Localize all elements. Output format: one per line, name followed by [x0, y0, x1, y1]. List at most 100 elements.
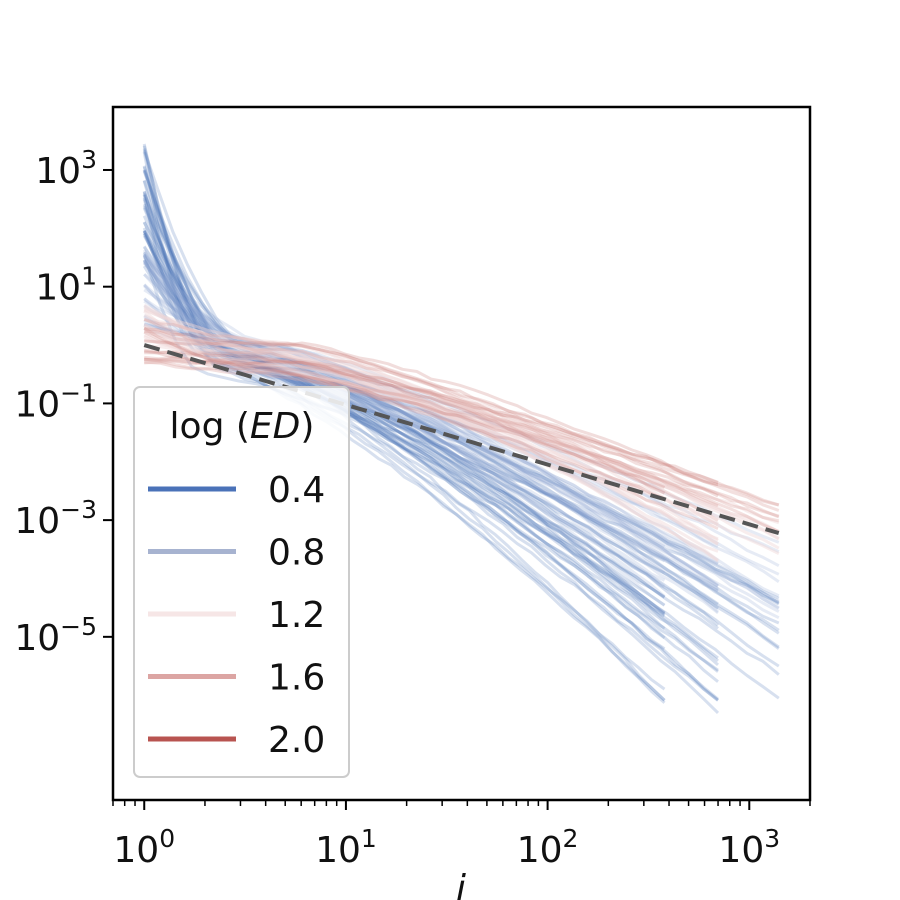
series-line-ed-1.2 [144, 344, 719, 563]
series-line-ed-0.4 [142, 232, 719, 701]
series-line-ed-0.4 [142, 215, 719, 610]
series-line-ed-0.8 [143, 255, 719, 588]
series-line-ed-1.2 [143, 325, 719, 541]
series-line-ed-0.8 [143, 322, 780, 568]
legend-label-0.4: 0.4 [268, 470, 325, 511]
series-line-ed-0.4 [142, 166, 780, 635]
series-line-ed-0.4 [142, 265, 780, 650]
series-line-ed-1.2 [143, 330, 780, 541]
series-line-ed-0.8 [143, 283, 780, 620]
series-line-ed-0.4 [142, 221, 720, 714]
series-line-ed-0.8 [143, 319, 780, 613]
legend-box [133, 386, 350, 778]
series-line-ed-0.4 [142, 170, 780, 700]
y-tick-label: 103 [35, 145, 97, 192]
series-line-ed-0.4 [142, 151, 666, 630]
series-line-ed-0.4 [142, 245, 719, 702]
series-line-ed-0.4 [142, 169, 780, 632]
series-line-ed-0.4 [142, 230, 780, 676]
series-line-ed-1.2 [143, 323, 780, 550]
series-line-ed-0.4 [142, 145, 666, 618]
series-line-ed-0.8 [143, 323, 780, 598]
series-line-ed-1.6 [144, 357, 780, 533]
series-line-ed-0.8 [143, 297, 666, 549]
series-line-ed-2.0 [144, 350, 719, 484]
series-line-ed-0.8 [143, 304, 719, 565]
series-line-ed-0.4 [142, 251, 666, 599]
series-line-ed-0.8 [143, 284, 666, 563]
series-line-ed-0.4 [142, 203, 719, 683]
series-line-ed-1.2 [143, 310, 719, 526]
series-line-ed-1.2 [143, 308, 719, 527]
series-line-ed-1.6 [144, 359, 780, 523]
y-tick-label: 10−3 [14, 495, 97, 542]
y-tick-label: 10−1 [14, 378, 97, 425]
series-line-ed-0.4 [142, 197, 666, 704]
series-line-ed-0.8 [143, 288, 719, 548]
series-line-ed-0.8 [143, 315, 719, 593]
series-line-ed-0.4 [142, 192, 719, 606]
series-line-ed-0.8 [143, 299, 780, 583]
series-line-ed-0.4 [142, 221, 666, 615]
series-line-ed-1.6 [143, 348, 780, 518]
series-line-ed-0.4 [142, 227, 719, 702]
reference-line-layer [143, 343, 780, 535]
legend-label-2.0: 2.0 [268, 720, 325, 761]
series-line-ed-0.4 [142, 235, 719, 673]
series-line-ed-1.2 [144, 339, 719, 562]
series-line-ed-0.8 [142, 249, 666, 588]
series-line-ed-0.4 [142, 165, 719, 660]
series-line-ed-1.2 [143, 337, 719, 545]
series-line-ed-0.4 [142, 254, 780, 625]
legend-label-1.2: 1.2 [268, 595, 325, 636]
series-line-ed-0.8 [143, 253, 719, 587]
series-line-ed-1.6 [144, 355, 719, 508]
series-line-ed-0.8 [142, 246, 666, 615]
series-line-ed-0.8 [143, 297, 719, 591]
series-line-ed-0.8 [143, 273, 666, 575]
series-line-ed-1.6 [144, 360, 780, 519]
series-lines [142, 143, 780, 714]
series-line-ed-0.8 [142, 254, 780, 554]
series-line-ed-0.8 [142, 251, 666, 598]
x-tick-label: 102 [517, 824, 579, 871]
series-line-ed-0.4 [142, 259, 666, 615]
series-line-ed-2.0 [144, 339, 719, 487]
series-line-ed-0.4 [142, 190, 719, 663]
series-line-ed-0.8 [143, 324, 666, 582]
series-line-ed-1.2 [143, 333, 780, 534]
series-line-ed-1.2 [143, 303, 719, 546]
series-line-ed-0.4 [142, 149, 719, 667]
series-line-ed-2.0 [143, 349, 666, 501]
series-line-ed-1.2 [143, 314, 719, 542]
legend-title: log (ED) [170, 406, 315, 447]
series-line-ed-0.8 [143, 256, 780, 610]
series-line-ed-0.8 [143, 273, 719, 615]
legend-label-1.6: 1.6 [268, 658, 325, 699]
series-line-ed-0.4 [142, 230, 666, 640]
series-line-ed-0.4 [142, 253, 780, 604]
series-line-ed-0.8 [143, 283, 780, 544]
series-line-ed-0.4 [142, 259, 666, 702]
series-line-ed-0.8 [143, 253, 719, 588]
legend-label-0.8: 0.8 [268, 533, 325, 574]
x-axis: 100 101 102 103 [112, 800, 811, 871]
series-line-ed-0.4 [142, 230, 780, 649]
series-line-ed-0.8 [143, 314, 780, 576]
dashed-reference-line [143, 343, 780, 535]
series-line-ed-0.8 [143, 262, 780, 610]
y-tick-label: 101 [35, 262, 97, 309]
series-line-ed-0.4 [142, 179, 780, 605]
series-line-ed-0.4 [142, 148, 666, 607]
y-axis: 103 101 10−1 10−3 10−5 [14, 145, 113, 659]
series-line-ed-0.4 [142, 229, 720, 627]
legend: log (ED) 0.4 0.8 1.2 1.6 2.0 [133, 386, 350, 778]
series-line-ed-1.2 [143, 305, 780, 540]
series-line-ed-0.4 [142, 180, 780, 600]
x-tick-label: 103 [718, 824, 780, 871]
series-line-ed-1.2 [143, 324, 780, 525]
series-line-ed-0.8 [143, 261, 666, 607]
series-line-ed-1.2 [143, 335, 780, 533]
series-line-ed-0.4 [142, 169, 719, 630]
